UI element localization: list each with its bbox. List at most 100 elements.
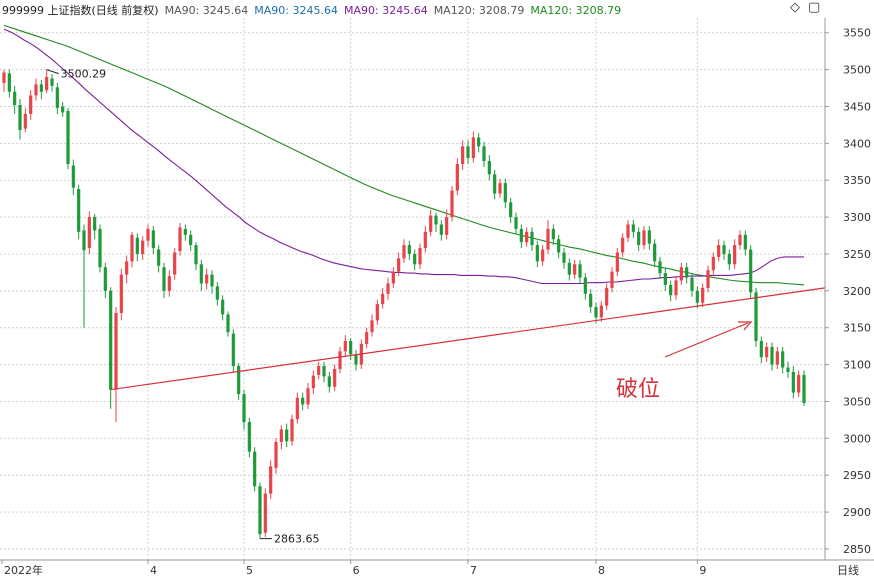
candle-body xyxy=(455,164,459,191)
candle-body xyxy=(13,91,17,106)
candle-body xyxy=(274,442,278,468)
high-marker-label: 3500.29 xyxy=(61,68,107,81)
candle-body xyxy=(749,249,753,293)
candle-body xyxy=(621,237,625,253)
candle-body xyxy=(786,367,790,372)
candle-body xyxy=(519,228,523,243)
candle-body xyxy=(130,234,134,262)
candle-body xyxy=(290,419,294,442)
candle-body xyxy=(253,451,257,487)
candle-body xyxy=(354,354,358,365)
candle-body xyxy=(285,429,289,442)
x-tick-label: 9 xyxy=(699,564,706,577)
candle-body xyxy=(210,274,214,287)
y-tick-label: 2900 xyxy=(843,506,871,519)
y-tick-label: 3400 xyxy=(843,137,871,150)
candle-body xyxy=(583,277,587,294)
candle-body xyxy=(407,245,411,254)
candle-body xyxy=(333,369,337,387)
candle-body xyxy=(781,351,785,368)
candle-body xyxy=(711,256,715,271)
candle-body xyxy=(391,271,395,284)
candle-body xyxy=(610,271,614,288)
candle-body xyxy=(167,276,171,291)
y-tick-label: 3100 xyxy=(843,359,871,372)
candle-body xyxy=(797,374,801,393)
candle-body xyxy=(727,253,731,265)
candle-body xyxy=(402,245,406,259)
candle-body xyxy=(733,245,737,265)
x-tick-label: 7 xyxy=(470,564,477,577)
candle-body xyxy=(578,264,582,278)
diamond-icon[interactable]: ◇ xyxy=(790,0,800,15)
candle-body xyxy=(594,307,598,318)
candle-body xyxy=(183,228,187,235)
candle-body xyxy=(7,73,11,92)
y-tick-label: 3550 xyxy=(843,27,871,40)
candle-body xyxy=(45,76,49,91)
candle-body xyxy=(765,346,769,358)
candle-body xyxy=(498,183,502,194)
candle-body xyxy=(306,388,310,405)
candle-body xyxy=(674,280,678,296)
candle-body xyxy=(429,215,433,232)
candle-body xyxy=(322,366,326,377)
candle-body xyxy=(509,202,513,218)
candle-body xyxy=(199,264,203,284)
candle-body xyxy=(738,234,742,246)
candles xyxy=(2,69,806,539)
y-tick-label: 2950 xyxy=(843,469,871,482)
candle-body xyxy=(615,252,619,272)
candle-body xyxy=(423,231,427,249)
candle-body xyxy=(237,366,241,395)
candle-body xyxy=(2,72,6,83)
candle-body xyxy=(178,227,182,252)
candle-body xyxy=(418,248,422,265)
candle-body xyxy=(125,261,129,275)
candle-body xyxy=(114,312,118,390)
trendline xyxy=(110,287,826,391)
candle-body xyxy=(71,165,75,188)
candle-body xyxy=(605,287,609,306)
high-marker-line xyxy=(46,69,59,75)
candle-body xyxy=(567,262,571,275)
candle-body xyxy=(551,228,555,240)
candle-body xyxy=(514,217,518,229)
low-marker-label: 2863.65 xyxy=(274,533,320,546)
ma90-legend-3: MA90: 3245.64 xyxy=(343,4,428,17)
y-tick-label: 3450 xyxy=(843,100,871,113)
candle-body xyxy=(98,228,102,268)
candle-body xyxy=(471,137,475,159)
candle-body xyxy=(311,375,315,389)
maximize-icon[interactable]: ▢ xyxy=(808,0,821,15)
candle-body xyxy=(338,351,342,370)
candle-body xyxy=(743,234,747,250)
candle-body xyxy=(18,105,22,131)
candle-body xyxy=(679,267,683,281)
y-tick-label: 3050 xyxy=(843,395,871,408)
candle-body xyxy=(722,245,726,254)
candle-body xyxy=(701,287,705,303)
moving-averages xyxy=(3,24,805,286)
candle-body xyxy=(141,240,145,254)
candle-body xyxy=(770,346,774,365)
candle-body xyxy=(34,84,38,96)
candle-body xyxy=(295,397,299,420)
candle-body xyxy=(647,230,651,244)
annotations: 3500.29 2863.65 破位 xyxy=(46,68,826,546)
candle-body xyxy=(381,293,385,305)
ma90-legend-1: MA90: 3245.64 xyxy=(164,4,249,17)
candle-body xyxy=(173,252,177,275)
candle-body xyxy=(157,249,161,266)
candle-body xyxy=(546,228,550,250)
candle-body xyxy=(653,243,657,262)
candle-body xyxy=(221,299,225,315)
candle-body xyxy=(487,161,491,175)
candle-body xyxy=(631,224,635,232)
y-tick-label: 3250 xyxy=(843,248,871,261)
y-tick-label: 3000 xyxy=(843,432,871,445)
x-tick-label: 2022年 xyxy=(4,563,43,577)
candle-body xyxy=(279,429,283,443)
ma90-legend-2: MA90: 3245.64 xyxy=(254,4,338,17)
candle-body xyxy=(450,190,454,218)
